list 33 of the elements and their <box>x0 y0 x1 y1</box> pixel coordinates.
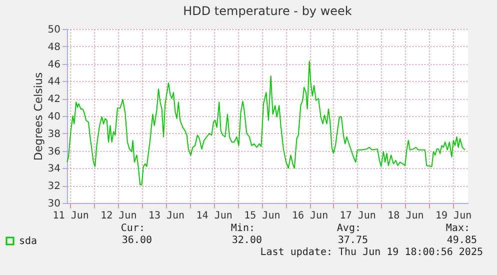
text: Avg: <box>336 223 361 234</box>
text: 37.75 <box>338 235 368 246</box>
y-tick-label: 30 <box>48 198 60 210</box>
x-tick-label: 15 Jun <box>244 210 280 222</box>
chart-title: HDD temperature - by week <box>183 4 352 18</box>
y-tick-label: 40 <box>48 112 60 122</box>
text: 32.00 <box>232 235 262 246</box>
text: Last update: Thu Jun 19 18:00:56 2025 <box>260 247 483 258</box>
x-tick-label: 16 Jun <box>292 210 328 222</box>
y-tick-label: 38 <box>48 128 60 140</box>
x-tick-label: 11 Jun <box>52 210 89 222</box>
y-tick-label: 48 <box>48 42 60 53</box>
y-tick-label: 44 <box>48 76 60 88</box>
text: Min: <box>230 223 255 234</box>
legend-label: sda <box>19 236 38 247</box>
y-tick-label: 46 <box>48 59 60 70</box>
text: 36.00 <box>122 235 152 246</box>
y-tick-label: 32 <box>48 181 60 192</box>
x-tick-label: 13 Jun <box>148 210 185 222</box>
y-tick-label: 34 <box>48 164 60 175</box>
y-axis-title: Degrees Celsius <box>32 72 45 161</box>
x-tick-label: 17 Jun <box>340 210 376 222</box>
y-tick-label: 50 <box>48 24 60 36</box>
text: 49.85 <box>446 235 477 246</box>
x-tick-label: 19 Jun <box>435 210 472 222</box>
y-tick-label: 36 <box>48 146 60 158</box>
x-tick-label: 18 Jun <box>388 210 424 222</box>
y-tick-label: 42 <box>48 94 60 106</box>
line-series <box>66 60 466 186</box>
text: Max: <box>446 223 470 234</box>
x-tick-label: 14 Jun <box>196 210 232 222</box>
x-tick-label: 12 Jun <box>100 210 137 222</box>
text: Cur: <box>120 223 145 234</box>
